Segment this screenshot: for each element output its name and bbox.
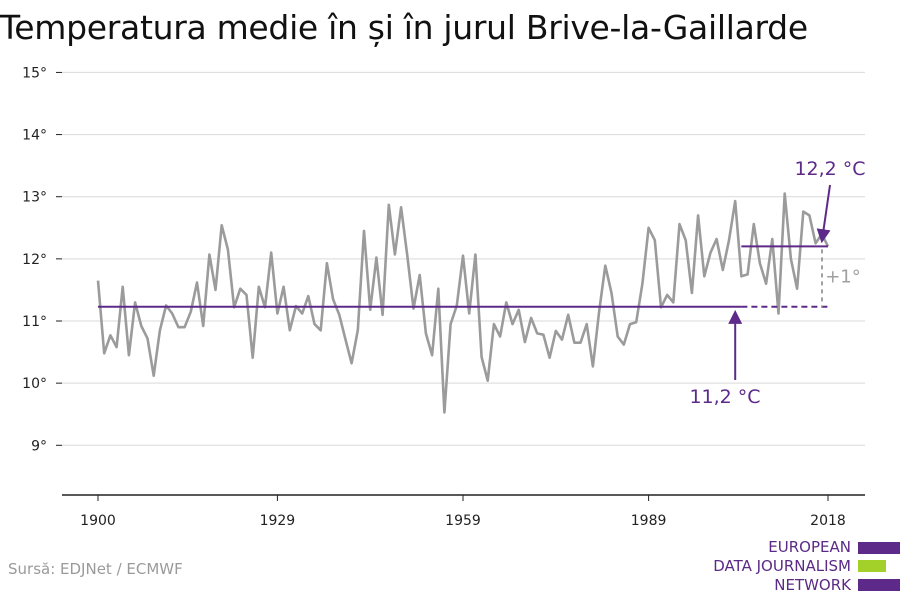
logo-line-1: EUROPEAN: [768, 538, 851, 556]
y-tick-label-15: 15°: [22, 65, 47, 81]
y-tick-label-9: 9°: [31, 438, 47, 454]
y-tick-label-14: 14°: [22, 128, 47, 144]
arrow-recent: [816, 184, 831, 244]
y-tick-label-10: 10°: [22, 376, 47, 392]
y-tick-label-12: 12°: [22, 252, 47, 268]
logo-bar-1: [858, 542, 900, 554]
label-difference: +1°: [825, 267, 861, 288]
source-note: Sursă: EDJNet / ECMWF: [8, 560, 183, 578]
x-tick-label-1989: 1989: [631, 513, 667, 529]
y-tick-label-11: 11°: [22, 314, 47, 330]
x-tick-label-1929: 1929: [260, 513, 296, 529]
reference-lines: [98, 245, 828, 308]
logo-bar-3: [858, 579, 900, 591]
label-recent: 12,2 °C: [794, 158, 865, 180]
y-axis: 9° 10° 11° 12° 13° 14° 15°: [22, 65, 62, 454]
chart-title: Temperatura medie în și în jurul Brive-l…: [0, 8, 808, 47]
x-axis: 1900 1929 1959 1989 2018: [62, 494, 865, 529]
x-tick-label-1900: 1900: [80, 513, 116, 529]
label-baseline: 11,2 °C: [689, 386, 760, 408]
annotations: 11,2 °C 12,2 °C +1°: [689, 158, 865, 408]
x-tick-label-2018: 2018: [810, 513, 846, 529]
gridlines: [62, 71, 865, 446]
logo-line-2: DATA JOURNALISM: [713, 557, 851, 575]
x-tick-label-1959: 1959: [445, 513, 481, 529]
logo-line-3: NETWORK: [774, 576, 851, 594]
edjnet-logo: EUROPEAN DATA JOURNALISM NETWORK: [700, 538, 900, 600]
y-tick-label-13: 13°: [22, 190, 47, 206]
series-layer: [96, 192, 830, 414]
series-line-0: [96, 192, 830, 414]
logo-bar-2: [858, 560, 886, 572]
